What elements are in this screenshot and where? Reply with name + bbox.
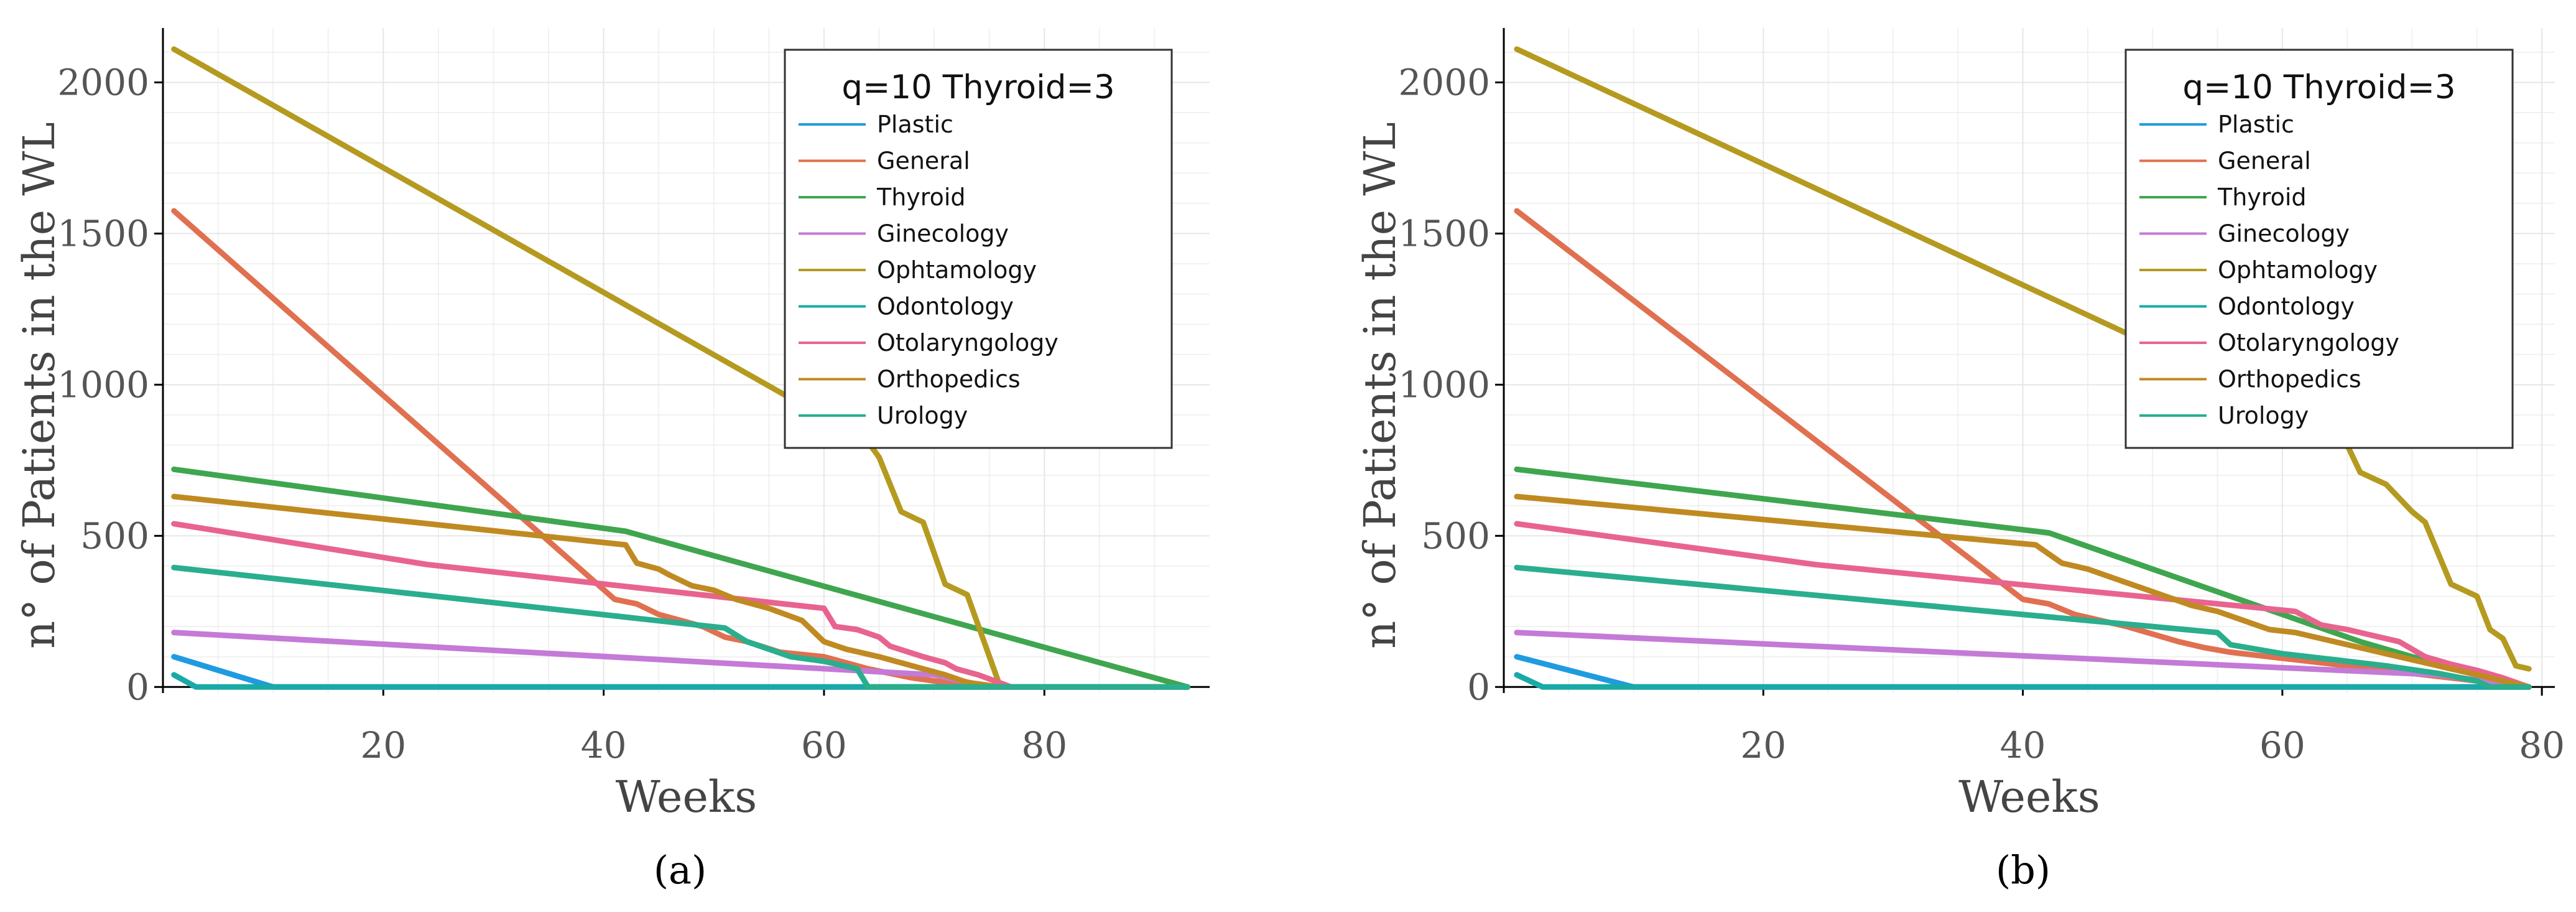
legend-entry-label: Urology xyxy=(2218,402,2309,429)
panel-label: (b) xyxy=(1996,847,2050,893)
x-tick-label: 40 xyxy=(581,724,627,766)
series-line-urology xyxy=(171,564,1191,690)
y-tick-label: 2000 xyxy=(1398,61,1490,103)
legend: q=10 Thyroid=3 Plastic General Thyroid Ginec… xyxy=(2124,49,2514,449)
legend-entry-label: Urology xyxy=(877,402,968,429)
legend-entry-label: Orthopedics xyxy=(2218,366,2361,393)
series-line-ginecology xyxy=(171,630,993,690)
legend-entry-label: General xyxy=(877,147,970,175)
legend: q=10 Thyroid=3 Plastic General Thyroid Ginec… xyxy=(784,49,1173,449)
series-line-orthopedics xyxy=(171,493,1003,690)
series-line-odontology xyxy=(1514,672,2532,690)
y-tick-label: 1000 xyxy=(57,363,149,406)
series-line-odontology xyxy=(171,672,1191,690)
x-tick-label: 20 xyxy=(1740,724,1786,766)
legend-entry-label: Plastic xyxy=(877,111,953,138)
x-tick-label: 80 xyxy=(2519,724,2565,766)
x-tick-label: 40 xyxy=(2000,724,2046,766)
series-line-general xyxy=(171,208,993,690)
y-tick-label: 1500 xyxy=(57,212,149,254)
series-line-otolaryngology xyxy=(1514,521,2532,690)
series-group xyxy=(1514,46,2532,690)
legend-entry-label: Odontology xyxy=(877,293,1014,320)
legend-entry-label: Ginecology xyxy=(2218,220,2350,248)
series-line-urology xyxy=(1514,564,2532,690)
legend-entry-label: Odontology xyxy=(2218,293,2355,320)
series-line-orthopedics xyxy=(1514,493,2532,690)
y-axis-title: n° of Patients in the WL xyxy=(14,122,65,649)
series-line-thyroid xyxy=(171,466,1191,690)
panel-label: (a) xyxy=(654,847,707,893)
y-tick-label: 500 xyxy=(1421,514,1490,557)
legend-title: q=10 Thyroid=3 xyxy=(2182,68,2455,106)
y-tick-label: 1000 xyxy=(1398,363,1490,406)
legend-title: q=10 Thyroid=3 xyxy=(841,68,1114,106)
y-axis-title: n° of Patients in the WL xyxy=(1355,122,1406,649)
legend-entry-label: Orthopedics xyxy=(877,366,1021,393)
legend-entry-label: Ginecology xyxy=(877,220,1009,248)
legend-box xyxy=(784,49,1173,449)
y-tick-label: 0 xyxy=(126,666,149,708)
legend-entry-label: Otolaryngology xyxy=(2218,329,2399,356)
panel-b: 20 40 60 80 0 500 1000 1500 2000 Weeks n° of Patie… xyxy=(1355,28,2565,893)
y-tick-label: 0 xyxy=(1467,666,1490,708)
legend-entry-label: Plastic xyxy=(2218,111,2294,138)
series-line-otolaryngology xyxy=(171,521,1014,690)
panel-a: 20 40 60 80 0 500 1000 1500 2000 Weeks n° of Patie… xyxy=(14,28,1210,893)
y-tick-label: 1500 xyxy=(1398,212,1490,254)
y-tick-label: 2000 xyxy=(57,61,149,103)
x-axis-title: Weeks xyxy=(616,771,757,822)
legend-entry-label: General xyxy=(2218,147,2311,175)
y-tick-label: 500 xyxy=(80,514,149,557)
x-tick-label: 60 xyxy=(801,724,847,766)
legend-entry-label: Ophtamology xyxy=(2218,256,2378,284)
x-tick-label: 80 xyxy=(1021,724,1067,766)
legend-entry-label: Thyroid xyxy=(2217,184,2307,211)
legend-entry-label: Ophtamology xyxy=(877,256,1037,284)
legend-entry-label: Thyroid xyxy=(876,184,966,211)
x-tick-label: 20 xyxy=(360,724,406,766)
legend-entry-label: Otolaryngology xyxy=(877,329,1059,356)
x-axis-title: Weeks xyxy=(1958,771,2100,822)
x-tick-label: 60 xyxy=(2259,724,2305,766)
legend-box xyxy=(2124,49,2514,449)
